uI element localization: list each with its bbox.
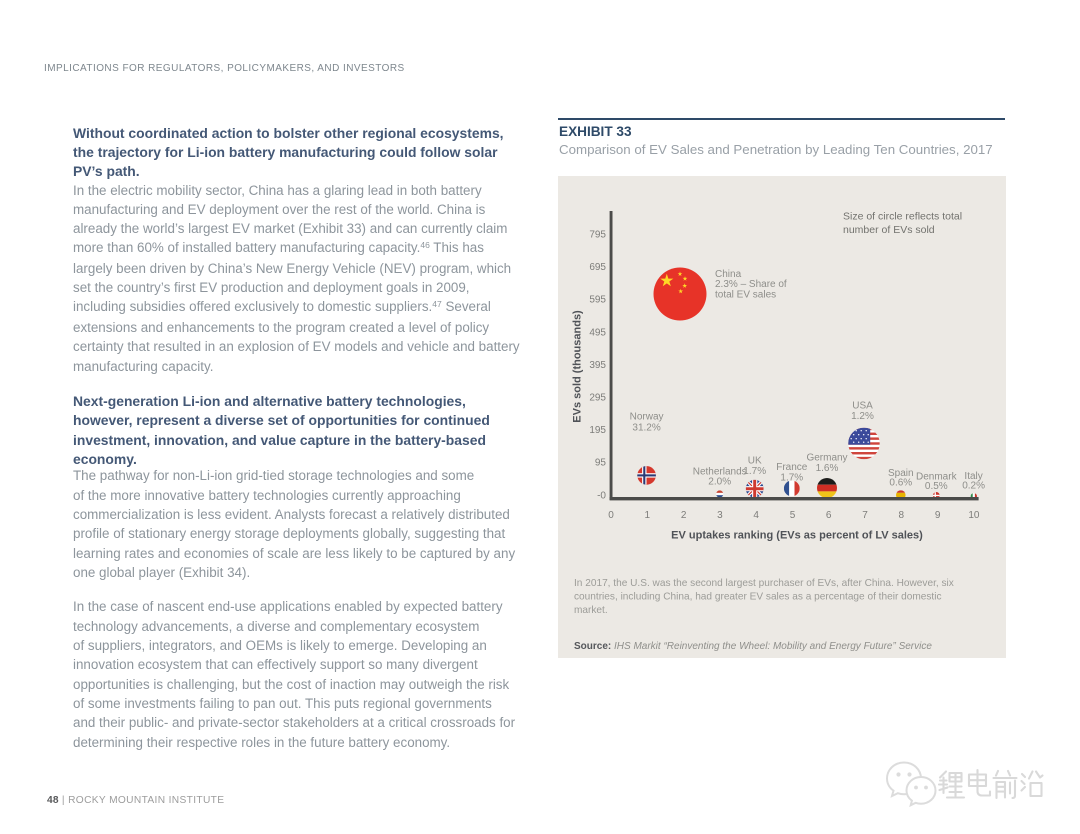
svg-text:0.6%: 0.6%	[889, 478, 912, 489]
svg-text:-0: -0	[597, 490, 606, 501]
svg-text:number of EVs sold: number of EVs sold	[843, 224, 935, 236]
svg-text:4: 4	[753, 510, 759, 521]
svg-text:2.3% – Share of: 2.3% – Share of	[715, 279, 787, 290]
svg-text:10: 10	[968, 510, 980, 521]
svg-text:6: 6	[826, 510, 832, 521]
svg-text:1.7%: 1.7%	[743, 466, 766, 477]
svg-text:7: 7	[862, 510, 868, 521]
svg-text:countries, including China, ha: countries, including China, had greater …	[574, 592, 942, 603]
svg-text:Size of circle reflects total: Size of circle reflects total	[843, 211, 962, 223]
svg-text:2: 2	[681, 510, 687, 521]
svg-text:5: 5	[790, 510, 796, 521]
svg-text:2.0%: 2.0%	[708, 476, 731, 487]
svg-text:Norway: Norway	[630, 412, 664, 423]
svg-text:95: 95	[595, 458, 607, 469]
svg-text:8: 8	[899, 510, 905, 521]
svg-text:Netherlands: Netherlands	[693, 467, 747, 478]
svg-text:0: 0	[608, 510, 614, 521]
svg-text:Italy: Italy	[964, 471, 982, 482]
svg-text:USA: USA	[852, 400, 873, 411]
svg-text:695: 695	[589, 262, 606, 273]
svg-text:0.2%: 0.2%	[962, 481, 985, 492]
svg-text:1: 1	[645, 510, 651, 521]
svg-text:UK: UK	[748, 456, 762, 467]
svg-text:595: 595	[589, 295, 606, 306]
svg-text:1.2%: 1.2%	[851, 411, 874, 422]
svg-text:In 2017, the U.S. was the seco: In 2017, the U.S. was the second largest…	[574, 578, 954, 589]
svg-text:3: 3	[717, 510, 723, 521]
svg-text:EV uptakes ranking (EVs as per: EV uptakes ranking (EVs as percent of LV…	[671, 530, 923, 542]
svg-text:1.6%: 1.6%	[816, 463, 839, 474]
svg-text:1.7%: 1.7%	[780, 473, 803, 484]
svg-text:195: 195	[589, 425, 606, 436]
svg-text:0.5%: 0.5%	[925, 481, 948, 492]
svg-text:Denmark: Denmark	[916, 472, 958, 483]
svg-text:495: 495	[589, 327, 606, 338]
svg-text:Source: IHS Markit “Reinventin: Source: IHS Markit “Reinventing the Whee…	[574, 641, 932, 652]
svg-text:EVs sold (thousands): EVs sold (thousands)	[572, 310, 584, 423]
svg-text:395: 395	[589, 360, 606, 371]
svg-text:Germany: Germany	[806, 453, 847, 464]
svg-text:9: 9	[935, 510, 941, 521]
svg-text:795: 795	[589, 230, 606, 241]
svg-text:market.: market.	[574, 605, 608, 616]
svg-text:France: France	[776, 462, 808, 473]
svg-text:Spain: Spain	[888, 468, 914, 479]
svg-text:295: 295	[589, 393, 606, 404]
svg-text:China: China	[715, 269, 742, 280]
svg-text:total EV sales: total EV sales	[715, 290, 776, 301]
svg-text:31.2%: 31.2%	[632, 423, 660, 434]
